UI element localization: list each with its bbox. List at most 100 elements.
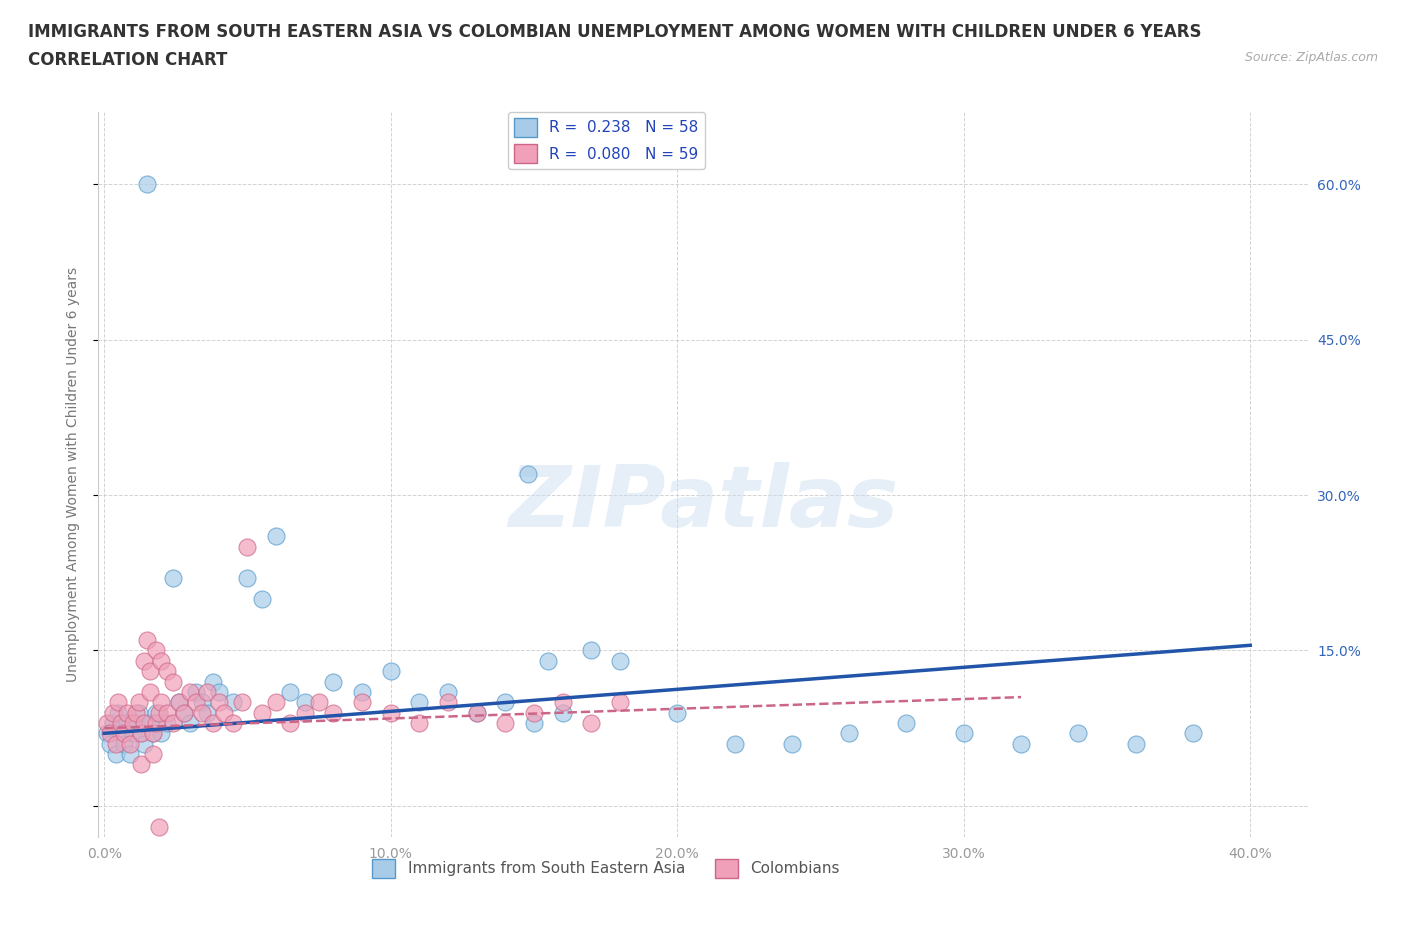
Point (214, 705, 236, 720)
Point (128, 705, 150, 720)
Point (231, 695, 253, 710)
Point (162, 715, 184, 730)
Point (236, 570, 259, 585)
Point (294, 695, 316, 710)
Point (145, 705, 167, 720)
Point (780, 737, 803, 751)
Point (280, 715, 302, 730)
Point (148, 705, 170, 720)
Y-axis label: Unemployment Among Women with Children Under 6 years: Unemployment Among Women with Children U… (66, 267, 80, 682)
Text: ZIPatlas: ZIPatlas (508, 462, 898, 545)
Point (523, 705, 546, 720)
Point (134, 654, 156, 669)
Point (322, 674, 344, 689)
Point (142, 726, 165, 741)
Point (110, 726, 132, 741)
Point (150, 654, 173, 669)
Point (195, 705, 218, 720)
Point (115, 705, 138, 720)
Point (838, 726, 860, 741)
Point (190, 695, 212, 710)
Point (139, 715, 162, 730)
Point (136, 632, 159, 647)
Text: IMMIGRANTS FROM SOUTH EASTERN ASIA VS COLOMBIAN UNEMPLOYMENT AMONG WOMEN WITH CH: IMMIGRANTS FROM SOUTH EASTERN ASIA VS CO… (28, 23, 1202, 41)
Point (173, 705, 195, 720)
Point (162, 570, 184, 585)
Point (131, 726, 153, 741)
Point (118, 737, 141, 751)
Point (190, 705, 212, 720)
Point (202, 674, 225, 689)
Point (115, 715, 138, 730)
Point (131, 757, 153, 772)
Point (236, 539, 259, 554)
Point (101, 705, 124, 720)
Point (128, 695, 150, 710)
Point (167, 695, 190, 710)
Point (150, 726, 173, 741)
Point (156, 715, 179, 730)
Point (162, 674, 184, 689)
Point (250, 705, 273, 720)
Point (537, 654, 560, 669)
Point (551, 705, 574, 720)
Point (465, 705, 488, 720)
Point (952, 726, 974, 741)
Point (294, 705, 316, 720)
Point (142, 726, 165, 741)
Legend: Immigrants from South Eastern Asia, Colombians: Immigrants from South Eastern Asia, Colo… (367, 853, 846, 884)
Point (896, 715, 918, 730)
Point (1067, 726, 1090, 741)
Point (264, 529, 287, 544)
Point (222, 715, 245, 730)
Point (551, 695, 574, 710)
Point (150, 695, 173, 710)
Point (1010, 737, 1032, 751)
Point (134, 737, 156, 751)
Point (380, 705, 402, 720)
Point (581, 643, 603, 658)
Point (145, 715, 167, 730)
Point (142, 747, 165, 762)
Point (609, 695, 631, 710)
Point (104, 737, 127, 751)
Point (208, 695, 231, 710)
Point (107, 695, 129, 710)
Point (112, 737, 135, 751)
Point (104, 747, 127, 762)
Point (98, 726, 121, 741)
Point (437, 684, 460, 699)
Point (96, 715, 118, 730)
Point (1181, 726, 1204, 741)
Text: Source: ZipAtlas.com: Source: ZipAtlas.com (1244, 51, 1378, 64)
Point (437, 695, 460, 710)
Point (494, 715, 516, 730)
Point (156, 705, 179, 720)
Point (465, 705, 488, 720)
Point (222, 695, 245, 710)
Point (121, 726, 143, 741)
Point (167, 695, 190, 710)
Point (408, 715, 430, 730)
Point (350, 695, 373, 710)
Point (131, 726, 153, 741)
Point (179, 715, 201, 730)
Point (124, 715, 146, 730)
Point (173, 705, 195, 720)
Point (208, 684, 231, 699)
Point (136, 177, 159, 192)
Point (156, 664, 179, 679)
Point (494, 695, 516, 710)
Point (581, 715, 603, 730)
Point (380, 664, 402, 679)
Point (517, 467, 540, 482)
Point (139, 664, 162, 679)
Point (112, 726, 135, 741)
Point (609, 654, 631, 669)
Point (145, 643, 167, 658)
Point (134, 715, 156, 730)
Point (308, 695, 330, 710)
Point (139, 684, 162, 699)
Point (101, 715, 124, 730)
Point (666, 705, 689, 720)
